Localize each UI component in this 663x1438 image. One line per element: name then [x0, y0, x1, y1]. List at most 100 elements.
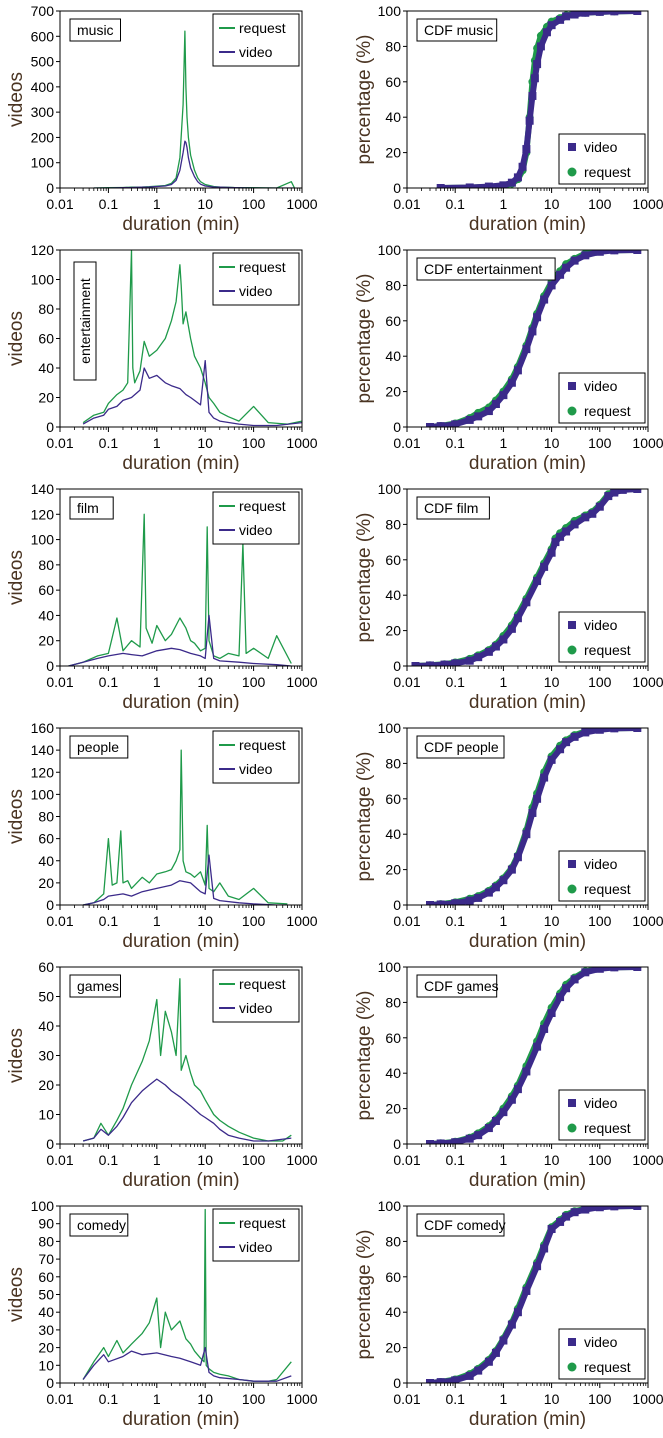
- cdf-entertainment-title-box: [416, 257, 556, 281]
- cdf-film-ytick-label: 20: [385, 623, 401, 639]
- cdf-music-xlabel: duration (min): [469, 214, 586, 235]
- cdf-comedy-video-point: [513, 1308, 522, 1317]
- cdf-people-video-point: [507, 865, 516, 874]
- hist-film-xtick-label: 1: [153, 674, 161, 690]
- hist-people-series-request: [82, 749, 288, 905]
- hist-film-title: film: [77, 500, 99, 516]
- cdf-entertainment-video-point: [499, 391, 508, 400]
- cdf-film-ytick-label: 0: [393, 658, 401, 674]
- cdf-people-video-point: [491, 883, 500, 892]
- hist-music-ytick-label: 200: [31, 129, 55, 145]
- hist-people-xtick-label: 0.01: [46, 913, 73, 929]
- hist-film-ytick-label: 0: [46, 658, 54, 674]
- cdf-music-video-point: [484, 182, 493, 188]
- cdf-music-video-point: [499, 181, 508, 188]
- cdf-comedy-ytick-label: 20: [385, 1340, 401, 1356]
- hist-comedy-title-box: [69, 1213, 129, 1237]
- cdf-music-video-point: [633, 11, 642, 15]
- cdf-people-video-point: [522, 830, 531, 839]
- cdf-games-xtick-label: 1000: [632, 1152, 663, 1168]
- cdf-games-video-point: [533, 1042, 542, 1051]
- hist-film-request-line: [68, 513, 292, 666]
- cdf-entertainment-ytick-label: 20: [385, 384, 401, 400]
- hist-people-ytick-label: 20: [38, 875, 54, 891]
- cdf-film-xtick-label: 10: [544, 674, 560, 690]
- cdf-games-xtick-label: 10: [544, 1152, 560, 1168]
- cdf-music-ytick-label: 40: [385, 109, 401, 125]
- hist-comedy-xtick-label: 0.1: [99, 1391, 119, 1407]
- cdf-games-video-point: [595, 967, 604, 973]
- cdf-entertainment-video-point: [425, 423, 434, 427]
- cdf-comedy-video-point: [474, 1366, 483, 1375]
- hist-games-legend-label-video: video: [239, 1000, 273, 1016]
- cdf-entertainment-legend-swatch-request: [567, 406, 577, 416]
- cdf-music-series-video: [436, 11, 642, 188]
- cdf-music-video-band: [437, 11, 641, 188]
- hist-entertainment-xtick-label: 1000: [286, 435, 317, 451]
- cdf-people-legend-swatch-video: [568, 860, 576, 868]
- hist-entertainment-ytick-label: 60: [38, 331, 54, 347]
- cdf-entertainment-video-point: [474, 412, 483, 421]
- hist-games-ylabel: videos: [6, 1028, 27, 1083]
- hist-film-xtick-label: 100: [242, 674, 266, 690]
- cdf-comedy-video-point: [465, 1371, 474, 1380]
- cdf-film-video-point: [440, 660, 449, 666]
- cdf-entertainment-video-point: [581, 251, 590, 260]
- cdf-people-chart: 0 20 40 60 80 100 0.01 0.1 1 10 100 1000 duration (m…: [354, 720, 663, 952]
- hist-film-xtick-label: 0.1: [99, 674, 119, 690]
- cdf-entertainment-frame: [406, 249, 649, 428]
- hist-comedy-title: comedy: [77, 1217, 126, 1233]
- cdf-entertainment-ytick-label: 0: [393, 419, 401, 435]
- hist-music-ytick-label: 500: [31, 54, 55, 70]
- cdf-entertainment-video-point: [570, 256, 579, 265]
- cdf-entertainment-video-point: [507, 378, 516, 387]
- hist-music-ytick-label: 700: [31, 3, 55, 19]
- cdf-film-legend-swatch-video: [568, 621, 576, 629]
- hist-people-title-box: [69, 735, 129, 759]
- cdf-people-video-point: [465, 896, 474, 905]
- hist-games-ytick-label: 0: [46, 1136, 54, 1152]
- cdf-people-video-point: [595, 728, 604, 734]
- cdf-entertainment-xtick-label: 0.01: [393, 435, 420, 451]
- cdf-people-video-point: [436, 900, 445, 905]
- cdf-games-series-video: [425, 967, 642, 1144]
- cdf-entertainment-ytick-label: 40: [385, 348, 401, 364]
- cdf-comedy-video-point: [491, 1348, 500, 1357]
- hist-people-xtick-label: 0.1: [99, 913, 119, 929]
- cdf-games-video-point: [465, 1134, 474, 1143]
- cdf-games-video-point: [610, 967, 619, 972]
- cdf-film-xtick-label: 0.01: [393, 674, 420, 690]
- cdf-film-video-point: [533, 577, 542, 586]
- cdf-comedy-video-point: [507, 1320, 516, 1329]
- hist-games-request-line: [82, 978, 292, 1142]
- cdf-music-xtick-label: 100: [588, 196, 612, 212]
- cdf-music-chart: 0 20 40 60 80 100 0.01 0.1 1 10 100 1000 duration (m…: [354, 3, 663, 235]
- cdf-entertainment-xtick-label: 10: [544, 435, 560, 451]
- hist-people-ytick-label: 60: [38, 831, 54, 847]
- cdf-film-video-point: [451, 659, 460, 666]
- cdf-film-chart: 0 20 40 60 80 100 0.01 0.1 1 10 100 1000 duration (m…: [354, 481, 663, 713]
- hist-film-legend-label-request: request: [239, 498, 286, 514]
- cdf-film-ytick-label: 100: [378, 481, 402, 497]
- cdf-music-title-box: [416, 18, 498, 42]
- hist-games-title-box: [69, 974, 121, 998]
- cdf-people-video-point: [474, 893, 483, 902]
- cdf-music-video-point: [436, 184, 445, 188]
- hist-people-chart: 0 20 40 60 80 100 120 140 160 0.01 0.1 1 10 100 1000 du…: [6, 720, 318, 952]
- hist-entertainment-series-video: [82, 359, 302, 427]
- hist-film-legend-label-video: video: [239, 522, 273, 538]
- hist-entertainment-legend-box: [212, 252, 300, 306]
- cdf-people-legend-label-request: request: [584, 881, 631, 897]
- hist-people-xtick-label: 10: [197, 913, 213, 929]
- cdf-entertainment-title: CDF entertainment: [424, 261, 542, 277]
- hist-games-xtick-label: 10: [197, 1152, 213, 1168]
- cdf-people-video-point: [581, 728, 590, 737]
- cdf-people-ytick-label: 20: [385, 862, 401, 878]
- cdf-people-video-point: [547, 755, 556, 764]
- cdf-music-video-point: [536, 42, 545, 51]
- hist-film-xtick-label: 0.01: [46, 674, 73, 690]
- hist-film-ylabel: videos: [6, 550, 27, 605]
- cdf-comedy-xtick-label: 100: [588, 1391, 612, 1407]
- hist-comedy-series-request: [82, 1208, 292, 1382]
